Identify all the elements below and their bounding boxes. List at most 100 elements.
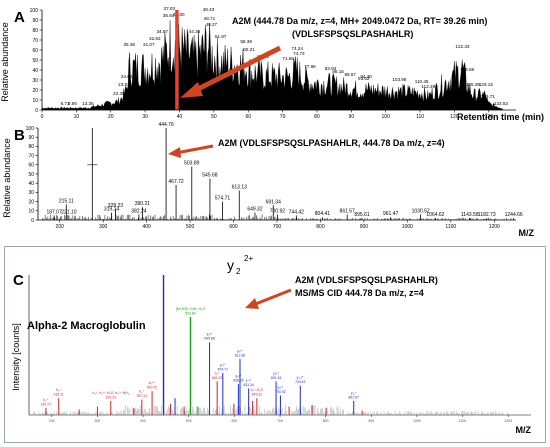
peak-label: 93.62	[358, 76, 370, 81]
msms-ion-mz: 329.23	[106, 396, 116, 400]
spectrum-peak-label: 1182.73	[478, 212, 496, 218]
spectrum-peak-label: 744.42	[289, 209, 305, 215]
y-tick-label: 10	[28, 209, 34, 215]
peak-label: 94.30	[360, 74, 372, 79]
x-tick-label: 80	[314, 114, 320, 120]
peak-label: 25.38	[123, 42, 135, 47]
msms-ion-label: y₉²⁺	[277, 385, 283, 389]
msms-ion-mz: 608.85	[233, 379, 243, 383]
y-tick-label: 90	[28, 135, 34, 141]
spectrum-peak-label: 804.41	[315, 211, 331, 217]
msms-ion-label: b₂⁺	[43, 398, 48, 402]
msms-ion-mz: 503.84	[185, 312, 195, 316]
y-tick-label: 0	[35, 108, 38, 114]
ion-label-subscript: 2	[236, 267, 241, 276]
y-tick-label: 100	[30, 8, 39, 14]
peak-label: 8.86	[68, 101, 77, 106]
msms-ion-label: b₂⁺	[56, 388, 61, 392]
ion-label-letter: y	[227, 257, 234, 273]
panel-a-annotation-line2: (VDLSFSPSQSLPASHAHLR)	[292, 29, 413, 39]
spectrum-peak-label: 215.11	[59, 198, 74, 204]
peak-label: 36.84	[163, 13, 175, 18]
x-tick-label: 10	[74, 114, 80, 120]
y-tick-label: 80	[32, 28, 38, 34]
x-tick-label: 1100	[445, 224, 456, 230]
x-tick-label: 1100	[459, 419, 467, 423]
msms-ion-label: b₅⁺	[215, 371, 220, 375]
panel-c-annotation-line2: MS/MS CID 444.78 Da m/z, z=4	[295, 288, 424, 298]
panel-b-ms-spectrum: B Relative abundance 200 300 400 500 600 700 8…	[0, 118, 550, 240]
y-tick-label: 70	[32, 38, 38, 44]
panel-b-letter: B	[14, 127, 25, 144]
peak-label: 112.39	[421, 84, 435, 89]
x-tick-label: 700	[273, 224, 282, 230]
msms-ion-mz: 861.57	[349, 396, 359, 400]
peak-label: 44.36	[189, 29, 201, 34]
y-tick-label: 90	[32, 18, 38, 24]
msms-ion-label: y₄²⁺	[207, 332, 213, 336]
spectrum-peak-label: 221.10	[61, 209, 77, 215]
spectrum-peak-label: 861.57	[340, 208, 356, 214]
y-tick-label: 20	[28, 199, 34, 205]
chromatogram-axes: 0 10 20 30 40 50 60 70 80 90 100 110 120 130 0 10 20 30 40…	[30, 8, 516, 120]
msms-ion-label: b₆⁺-H₂O	[251, 388, 264, 392]
peak-label: 39.80	[173, 12, 185, 17]
msms-ion-mz: 649.32	[252, 393, 262, 397]
panel-a-annotation-line1: A2M (444.78 Da m/z, z=4, MH+ 2049.0472 D…	[232, 16, 487, 26]
msms-ion-mz: 612.36	[235, 354, 245, 358]
panel-b-annotation: A2M (VDLSFSPSQSLPASHAHLR, 444.78 Da m/z,…	[218, 138, 445, 148]
x-tick-label: 20	[108, 114, 114, 120]
x-tick-label: 300	[95, 419, 101, 423]
msms-ion-label: b₄⁵⁺	[149, 381, 156, 385]
y-tick-label: 50	[32, 58, 38, 64]
peak-label: 6.71	[61, 101, 70, 106]
peak-label: 51.97	[215, 34, 227, 39]
panel-a-chromatogram: A Relative abundance 6.71 8.86 13.35 22.38 2…	[0, 0, 550, 125]
peak-label: 133.53	[494, 101, 508, 106]
y-tick-label: 20	[32, 88, 38, 94]
peak-label: 125.39	[466, 82, 480, 87]
peak-label: 13.35	[82, 101, 94, 106]
panel-b-xlabel: M/Z	[519, 228, 535, 238]
y-tick-label: 70	[28, 153, 34, 159]
peak-label: 34.97	[156, 29, 168, 34]
peak-label: 129.15	[479, 82, 493, 87]
peak-label: 48.71	[204, 16, 216, 21]
spectrum-peak-label: 328.23	[108, 203, 124, 209]
spectrum-peak-label: 467.72	[168, 179, 184, 185]
x-tick-label: 30	[142, 114, 148, 120]
spectrum-peak-label: 613.13	[232, 185, 248, 191]
panel-a-letter: A	[14, 9, 25, 26]
x-tick-label: 400	[140, 419, 146, 423]
x-tick-label: 120	[450, 114, 459, 120]
panel-c-msms-spectrum: C Intensity [counts] Alpha-2 Macroglobul…	[4, 246, 546, 443]
chromatogram-area	[41, 20, 503, 111]
peak-label: 89.67	[344, 72, 356, 77]
msms-ion-label: y₈²⁺	[273, 371, 279, 375]
x-tick-label: 110	[416, 114, 424, 120]
x-tick-label: 900	[360, 224, 369, 230]
peak-label: 71.58	[282, 56, 294, 61]
x-tick-label: 90	[349, 114, 355, 120]
spectrum-peak-label: 1143.58	[461, 212, 479, 218]
panel-c-xlabel: M/Z	[516, 425, 532, 435]
y-tick-label: 10	[32, 98, 38, 104]
msms-ion-label: [M+4H]⁴⁺-NH₃-H₂O	[176, 307, 206, 311]
peak-label: 74.73	[293, 51, 305, 56]
y-tick-label: 30	[28, 190, 34, 196]
x-tick-label: 900	[368, 419, 374, 423]
panel-b-ylabel: Relative abundance	[2, 138, 12, 218]
chromatogram-trace	[41, 20, 503, 111]
y-tick-label: 40	[32, 68, 38, 74]
peak-label: 77.96	[304, 64, 316, 69]
peak-label: 110.45	[415, 79, 429, 84]
x-tick-label: 60	[245, 114, 251, 120]
spectrum-peak-label: 574.71	[215, 196, 231, 202]
spectrum-peak-label: 700.92	[270, 208, 286, 214]
peak-label: 48.43	[203, 7, 215, 12]
x-tick-label: 800	[316, 224, 325, 230]
msms-ion-mz: 545.68	[204, 337, 214, 341]
panel-c-arrow	[245, 288, 292, 309]
spectrum-peak-label: 1244.66	[505, 212, 523, 218]
msms-ion-label: b₄⁺	[139, 390, 144, 394]
